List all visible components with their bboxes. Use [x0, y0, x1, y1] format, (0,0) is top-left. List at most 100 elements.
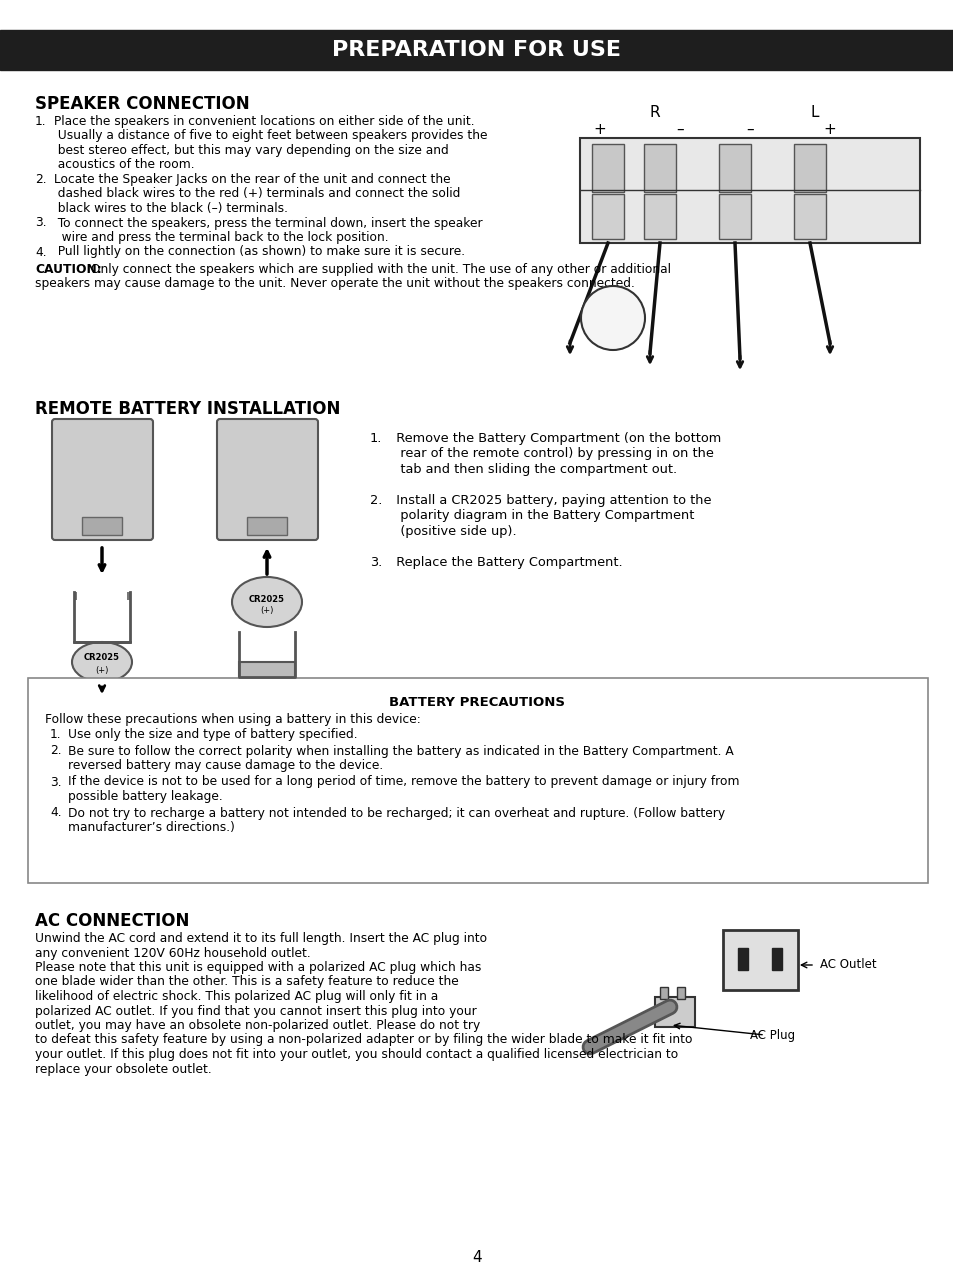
Text: Pull lightly on the connection (as shown) to make sure it is secure.: Pull lightly on the connection (as shown…: [50, 245, 465, 258]
Text: 2.: 2.: [370, 494, 382, 508]
Text: 3.: 3.: [50, 776, 62, 789]
Text: one blade wider than the other. This is a safety feature to reduce the: one blade wider than the other. This is …: [35, 976, 458, 988]
Bar: [601, 158, 614, 168]
Text: (+): (+): [95, 667, 109, 675]
Text: 4.: 4.: [35, 245, 47, 258]
Text: speakers may cause damage to the unit. Never operate the unit without the speake: speakers may cause damage to the unit. N…: [35, 277, 634, 290]
Text: Remove the Battery Compartment (on the bottom: Remove the Battery Compartment (on the b…: [388, 432, 720, 445]
Bar: [803, 158, 815, 168]
Text: +: +: [822, 122, 836, 137]
Text: likelihood of electric shock. This polarized AC plug will only fit in a: likelihood of electric shock. This polar…: [35, 990, 437, 1004]
Ellipse shape: [232, 577, 302, 627]
Bar: [722, 930, 797, 990]
Text: AC Outlet: AC Outlet: [820, 959, 876, 972]
Text: Replace the Battery Compartment.: Replace the Battery Compartment.: [388, 556, 622, 569]
Bar: [677, 987, 684, 999]
Text: 4: 4: [472, 1250, 481, 1264]
Text: CR2025: CR2025: [249, 594, 285, 603]
Text: any convenient 120V 60Hz household outlet.: any convenient 120V 60Hz household outle…: [35, 946, 311, 959]
Text: +: +: [593, 122, 606, 137]
FancyBboxPatch shape: [216, 418, 317, 541]
Bar: [719, 144, 750, 192]
Bar: [592, 144, 623, 192]
Text: Place the speakers in convenient locations on either side of the unit.: Place the speakers in convenient locatio…: [50, 114, 475, 128]
Bar: [74, 591, 77, 600]
Text: manufacturer’s directions.): manufacturer’s directions.): [68, 820, 234, 834]
Bar: [127, 591, 130, 600]
Bar: [82, 715, 122, 728]
Text: Please note that this unit is equipped with a polarized AC plug which has: Please note that this unit is equipped w…: [35, 962, 481, 974]
Text: dashed black wires to the red (+) terminals and connect the solid: dashed black wires to the red (+) termin…: [50, 187, 460, 201]
Bar: [719, 195, 750, 239]
Text: replace your obsolete outlet.: replace your obsolete outlet.: [35, 1062, 212, 1076]
Text: CR2025: CR2025: [84, 654, 120, 663]
Bar: [239, 661, 294, 682]
Bar: [793, 195, 825, 239]
Text: rear of the remote control) by pressing in on the: rear of the remote control) by pressing …: [388, 448, 713, 460]
Text: possible battery leakage.: possible battery leakage.: [68, 790, 222, 803]
Text: reversed battery may cause damage to the device.: reversed battery may cause damage to the…: [68, 759, 383, 772]
Text: black wires to the black (–) terminals.: black wires to the black (–) terminals.: [50, 202, 288, 215]
FancyBboxPatch shape: [52, 418, 152, 541]
Bar: [643, 144, 676, 192]
Text: Do not try to recharge a battery not intended to be recharged; it can overheat a: Do not try to recharge a battery not int…: [68, 806, 724, 819]
Bar: [74, 712, 130, 736]
Bar: [592, 195, 623, 239]
Text: best stereo effect, but this may vary depending on the size and: best stereo effect, but this may vary de…: [50, 144, 448, 156]
Text: BATTERY PRECAUTIONS: BATTERY PRECAUTIONS: [389, 696, 564, 709]
Text: Follow these precautions when using a battery in this device:: Follow these precautions when using a ba…: [45, 714, 420, 726]
Text: polarized AC outlet. If you find that you cannot insert this plug into your: polarized AC outlet. If you find that yo…: [35, 1005, 476, 1018]
Text: Only connect the speakers which are supplied with the unit. The use of any other: Only connect the speakers which are supp…: [87, 263, 670, 276]
Text: 2.: 2.: [35, 173, 47, 186]
Bar: [0, 31, 953, 70]
Text: tab and then sliding the compartment out.: tab and then sliding the compartment out…: [388, 463, 677, 476]
Text: to defeat this safety feature by using a non-polarized adapter or by filing the : to defeat this safety feature by using a…: [35, 1033, 692, 1047]
Ellipse shape: [71, 642, 132, 682]
Text: wire and press the terminal back to the lock position.: wire and press the terminal back to the …: [50, 232, 388, 244]
Text: –: –: [745, 122, 753, 137]
Text: Install a CR2025 battery, paying attention to the: Install a CR2025 battery, paying attenti…: [388, 494, 711, 508]
Bar: [771, 948, 781, 971]
Bar: [793, 144, 825, 192]
Text: 4.: 4.: [50, 806, 62, 819]
Text: PREPARATION FOR USE: PREPARATION FOR USE: [333, 39, 620, 60]
Text: 3.: 3.: [35, 216, 47, 229]
Circle shape: [580, 286, 644, 350]
Text: To connect the speakers, press the terminal down, insert the speaker: To connect the speakers, press the termi…: [50, 216, 482, 229]
Text: outlet, you may have an obsolete non-polarized outlet. Please do not try: outlet, you may have an obsolete non-pol…: [35, 1019, 479, 1032]
Text: 1.: 1.: [50, 728, 62, 742]
Text: R: R: [649, 106, 659, 120]
Bar: [738, 948, 747, 971]
Text: SPEAKER CONNECTION: SPEAKER CONNECTION: [35, 95, 250, 113]
Text: AC CONNECTION: AC CONNECTION: [35, 912, 190, 930]
Text: Locate the Speaker Jacks on the rear of the unit and connect the: Locate the Speaker Jacks on the rear of …: [50, 173, 450, 186]
Text: REMOTE BATTERY INSTALLATION: REMOTE BATTERY INSTALLATION: [35, 399, 340, 418]
Text: Be sure to follow the correct polarity when installing the battery as indicated : Be sure to follow the correct polarity w…: [68, 744, 733, 758]
Text: 1.: 1.: [35, 114, 47, 128]
Text: –: –: [676, 122, 683, 137]
Bar: [82, 516, 122, 536]
Text: your outlet. If this plug does not fit into your outlet, you should contact a qu: your outlet. If this plug does not fit i…: [35, 1048, 678, 1061]
Text: Use only the size and type of battery specified.: Use only the size and type of battery sp…: [68, 728, 357, 742]
Bar: [247, 516, 287, 536]
Text: acoustics of the room.: acoustics of the room.: [50, 159, 194, 172]
Bar: [579, 137, 919, 243]
Bar: [643, 195, 676, 239]
Text: (positive side up).: (positive side up).: [388, 525, 517, 538]
Text: CAUTION:: CAUTION:: [35, 263, 102, 276]
Text: 1.: 1.: [370, 432, 382, 445]
Text: Usually a distance of five to eight feet between speakers provides the: Usually a distance of five to eight feet…: [50, 130, 487, 142]
Bar: [659, 987, 667, 999]
Text: Unwind the AC cord and extend it to its full length. Insert the AC plug into: Unwind the AC cord and extend it to its …: [35, 932, 487, 945]
Bar: [655, 997, 695, 1027]
Text: (+): (+): [260, 605, 274, 614]
Bar: [728, 158, 740, 168]
Bar: [28, 678, 927, 883]
Text: polarity diagram in the Battery Compartment: polarity diagram in the Battery Compartm…: [388, 510, 694, 523]
Text: 2.: 2.: [50, 744, 62, 758]
Text: AC Plug: AC Plug: [749, 1029, 794, 1042]
Text: L: L: [810, 106, 819, 120]
Text: If the device is not to be used for a long period of time, remove the battery to: If the device is not to be used for a lo…: [68, 776, 739, 789]
Bar: [654, 158, 665, 168]
Text: 3.: 3.: [370, 556, 382, 569]
